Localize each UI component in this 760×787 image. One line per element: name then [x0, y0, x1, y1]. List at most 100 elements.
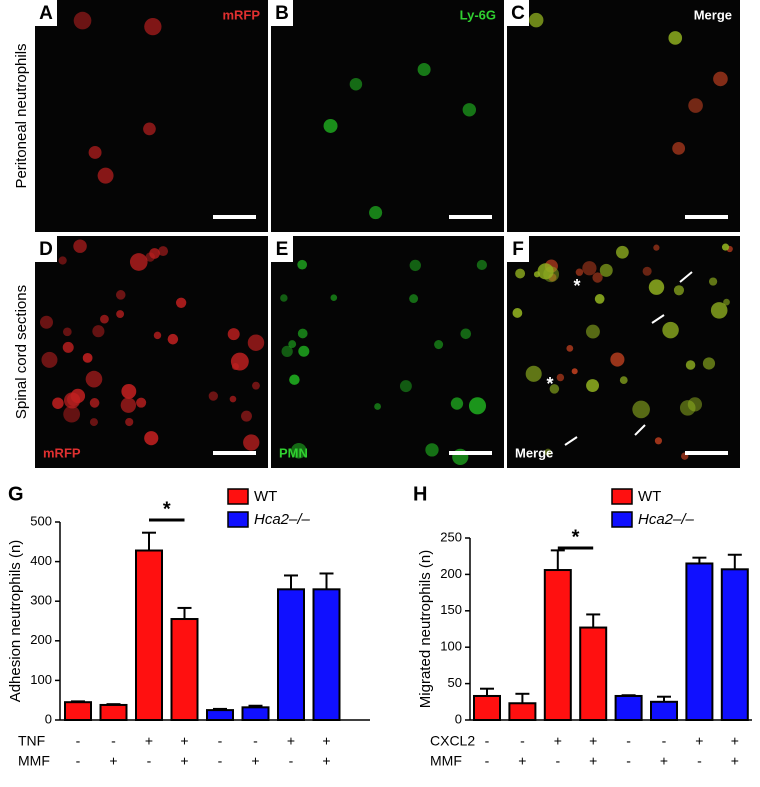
bar [473, 694, 501, 722]
panel-letter: H [413, 483, 427, 505]
cell [252, 381, 260, 390]
y-tick-label: 50 [448, 675, 462, 690]
condition-sign: + [180, 753, 188, 769]
cell [100, 314, 109, 324]
cell [409, 294, 419, 304]
panel-letter-box [271, 0, 293, 26]
cell [556, 373, 565, 382]
cell [708, 277, 718, 286]
micrograph [271, 236, 504, 468]
channel-label: Ly-6G [460, 7, 496, 22]
cell [116, 310, 125, 318]
cell [417, 63, 431, 77]
cell [668, 31, 683, 45]
arrow [634, 424, 646, 436]
cell [566, 344, 574, 352]
cell [468, 397, 487, 415]
cell [41, 351, 58, 368]
condition-sign: + [731, 753, 739, 769]
cell [144, 18, 162, 36]
cell [289, 374, 300, 385]
panel-letter: D [39, 239, 53, 260]
cell [592, 272, 603, 283]
condition-sign: - [76, 753, 81, 769]
condition-sign: - [485, 753, 490, 769]
cell [121, 383, 137, 399]
cell [702, 357, 716, 370]
panel-letter-box [35, 236, 57, 262]
condition-label: CXCL2 [430, 733, 475, 749]
condition-sign: - [289, 753, 294, 769]
panel-letter-box [35, 0, 57, 26]
cell [73, 11, 92, 30]
cell [544, 448, 552, 456]
cell [679, 400, 696, 416]
cell [399, 380, 412, 393]
bar [170, 618, 199, 722]
cell [115, 290, 126, 300]
cell [512, 308, 523, 318]
condition-sign: - [626, 733, 631, 749]
legend-swatch [227, 488, 249, 505]
cell [323, 118, 338, 133]
cell [330, 294, 338, 301]
cell [528, 12, 544, 28]
legend-label: WT [638, 488, 661, 505]
y-tick-label: 500 [30, 513, 52, 528]
cell [369, 206, 383, 220]
cell [721, 243, 730, 251]
cell [129, 253, 148, 271]
y-tick-label: 300 [30, 593, 52, 608]
cell [89, 398, 100, 408]
cell [291, 442, 307, 459]
condition-sign: - [697, 753, 702, 769]
cell [58, 256, 67, 265]
legend-label: Hca2–/– [638, 511, 695, 528]
y-tick-label: 200 [440, 566, 462, 581]
cell [374, 403, 381, 410]
cell [616, 245, 629, 259]
condition-sign: - [555, 753, 560, 769]
cell [632, 400, 650, 419]
cell [619, 376, 628, 384]
cell [73, 239, 87, 253]
cell [571, 368, 578, 375]
cell [227, 328, 240, 341]
bar [720, 568, 749, 722]
condition-sign: - [111, 733, 116, 749]
cell [425, 443, 439, 457]
cell [175, 297, 187, 308]
cell [153, 331, 162, 340]
cell [653, 244, 660, 251]
channel-label: mRFP [222, 7, 260, 22]
bar [241, 706, 270, 722]
micrograph [271, 0, 504, 232]
cell [167, 333, 179, 345]
y-tick-label: 100 [30, 672, 52, 687]
bar [614, 694, 643, 722]
legend-swatch [611, 488, 633, 505]
condition-sign: + [145, 733, 153, 749]
cell [136, 397, 147, 408]
cell [409, 259, 421, 272]
panel-letter-box [271, 236, 293, 262]
y-axis-label: Adhesion neutrophils (n) [7, 540, 24, 703]
cell [149, 248, 160, 259]
condition-sign: + [518, 753, 526, 769]
channel-label: Merge [694, 7, 732, 22]
cell [120, 397, 137, 413]
cell [599, 263, 613, 277]
bar [99, 703, 128, 722]
asterisk: * [573, 276, 580, 296]
condition-sign: - [626, 753, 631, 769]
condition-label: MMF [430, 753, 462, 769]
cell [125, 417, 134, 427]
cell [82, 352, 93, 363]
condition-sign: + [660, 753, 668, 769]
cell [231, 362, 239, 371]
y-tick-label: 0 [45, 711, 52, 726]
cell [89, 418, 98, 427]
cell [654, 437, 663, 445]
bar [543, 569, 572, 721]
